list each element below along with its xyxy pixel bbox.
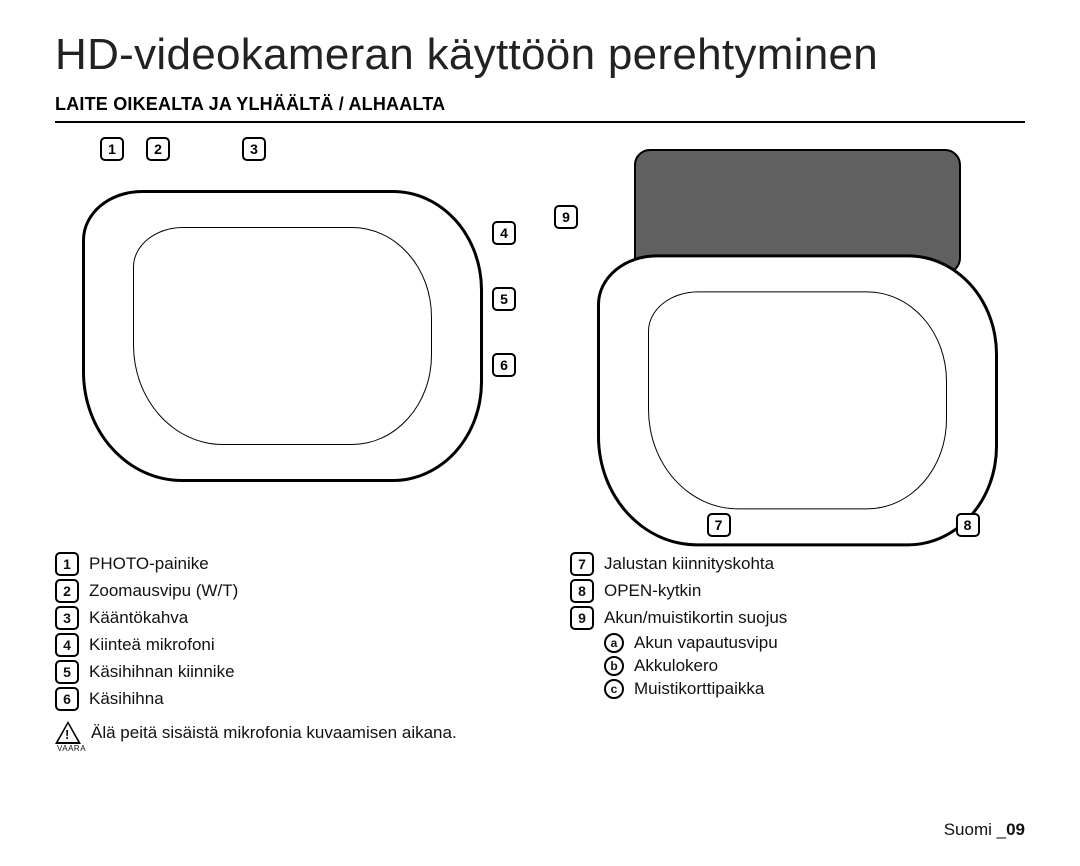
part-label: Käsihihna	[89, 689, 164, 709]
part-item: 6 Käsihihna	[55, 687, 510, 711]
section-title: LAITE OIKEALTA JA YLHÄÄLTÄ / ALHAALTA	[55, 94, 1025, 115]
parts-list-right: 7Jalustan kiinnityskohta 8OPEN-kytkin 9A…	[570, 549, 1025, 744]
diagram-bottom: 9 a b c 7 8	[570, 141, 1025, 531]
part-label: OPEN-kytkin	[604, 581, 701, 601]
part-label: Jalustan kiinnityskohta	[604, 554, 774, 574]
callout-num: 3	[242, 137, 266, 161]
callout-inset: 9	[554, 205, 578, 229]
part-item: 8 OPEN-kytkin	[570, 579, 1025, 603]
part-label: Muistikorttipaikka	[634, 679, 764, 699]
part-label: Akkulokero	[634, 656, 718, 676]
part-item: a Akun vapautusvipu	[570, 633, 1025, 653]
callout-num: 4	[492, 221, 516, 245]
footer-page-number: 09	[1006, 820, 1025, 839]
camera-side-illustration	[82, 190, 482, 483]
part-letter: a	[604, 633, 624, 653]
part-item: 5 Käsihihnan kiinnike	[55, 660, 510, 684]
callout-num: 5	[492, 287, 516, 311]
part-num: 2	[55, 579, 79, 603]
chapter-title: HD-videokameran käyttöön perehtyminen	[55, 30, 1025, 80]
camera-bottom-illustration	[597, 254, 997, 546]
caution-bang: !	[65, 727, 69, 742]
part-num: 1	[55, 552, 79, 576]
part-num: 6	[55, 687, 79, 711]
part-num: 9	[570, 606, 594, 630]
part-item: c Muistikorttipaikka	[570, 679, 1025, 699]
caution-icon: ! VAARA	[55, 721, 81, 744]
part-num: 4	[55, 633, 79, 657]
part-item: 7 Jalustan kiinnityskohta	[570, 552, 1025, 576]
part-label: Kääntökahva	[89, 608, 188, 628]
part-item: 9 Akun/muistikortin suojus	[570, 606, 1025, 630]
section-divider	[55, 121, 1025, 123]
part-label: Käsihihnan kiinnike	[89, 662, 235, 682]
callout-num: 6	[492, 353, 516, 377]
part-label: Akun/muistikortin suojus	[604, 608, 787, 628]
part-label: Zoomausvipu (W/T)	[89, 581, 238, 601]
callout-num: 1	[100, 137, 124, 161]
callouts-top: 1 2 3	[100, 137, 266, 161]
part-item: 2 Zoomausvipu (W/T)	[55, 579, 510, 603]
callout-num: 9	[554, 205, 578, 229]
diagram-side-top: 1 2 3 4 5 6	[55, 141, 510, 531]
part-label: Kiinteä mikrofoni	[89, 635, 215, 655]
parts-lists-row: 1 PHOTO-painike 2 Zoomausvipu (W/T) 3 Käänt…	[55, 549, 1025, 744]
caution-text: Älä peitä sisäistä mikrofonia kuvaamisen…	[91, 723, 457, 743]
part-num: 3	[55, 606, 79, 630]
part-item: 1 PHOTO-painike	[55, 552, 510, 576]
callout-num: 2	[146, 137, 170, 161]
part-item: b Akkulokero	[570, 656, 1025, 676]
caution-icon-label: VAARA	[57, 744, 86, 753]
footer-lang: Suomi _	[944, 820, 1006, 839]
callout-num: 7	[707, 513, 731, 537]
part-item: 4 Kiinteä mikrofoni	[55, 633, 510, 657]
part-letter: b	[604, 656, 624, 676]
part-label: Akun vapautusvipu	[634, 633, 778, 653]
part-num: 5	[55, 660, 79, 684]
part-num: 7	[570, 552, 594, 576]
caution-row: ! VAARA Älä peitä sisäistä mikrofonia ku…	[55, 721, 510, 744]
part-letter: c	[604, 679, 624, 699]
part-num: 8	[570, 579, 594, 603]
parts-list-left: 1 PHOTO-painike 2 Zoomausvipu (W/T) 3 Käänt…	[55, 549, 510, 744]
callout-num: 8	[956, 513, 980, 537]
callouts-bottom: 7 8	[707, 513, 980, 537]
callouts-side: 4 5 6	[492, 221, 516, 377]
page-footer: Suomi _09	[944, 820, 1025, 840]
diagrams-row: 1 2 3 4 5 6 9 a b c 7	[55, 141, 1025, 531]
part-label: PHOTO-painike	[89, 554, 209, 574]
part-item: 3 Kääntökahva	[55, 606, 510, 630]
